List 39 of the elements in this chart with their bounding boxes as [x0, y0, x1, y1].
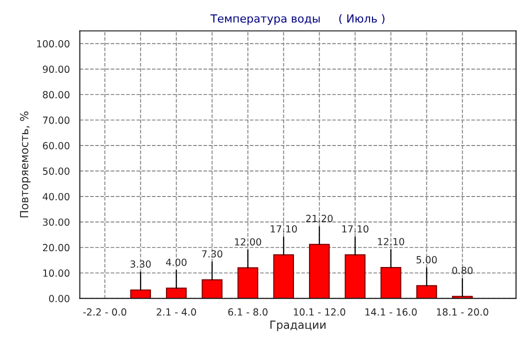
bar — [166, 288, 187, 298]
data-label: 3.30 — [130, 260, 151, 268]
bar — [344, 254, 366, 298]
bar — [416, 285, 438, 298]
y-tick-label: 100.00 — [37, 40, 70, 48]
x-tick-label: 2.1 - 4.0 — [156, 308, 196, 316]
x-axis-title: Градации — [270, 320, 326, 332]
bar — [273, 254, 294, 298]
y-tick-label: 40.00 — [42, 192, 70, 200]
bar — [308, 244, 330, 298]
y-tick-label: 10.00 — [43, 269, 70, 277]
y-tick-label: 70.00 — [43, 116, 70, 124]
x-tick-label: 10.1 - 12.0 — [294, 308, 346, 316]
data-label: 17.10 — [270, 225, 297, 233]
chart-title: Температура воды ( Июль ) — [210, 14, 384, 25]
data-label: 7.30 — [202, 250, 222, 258]
bar — [202, 279, 222, 298]
x-tick-label: -2.2 - 0.0 — [83, 308, 126, 316]
data-label: 0.80 — [452, 266, 473, 274]
x-tick-label: 18.1 - 20.0 — [436, 308, 488, 316]
y-tick-label: 50.00 — [42, 167, 70, 175]
y-tick-label: 0.00 — [49, 294, 70, 302]
data-label: 17.10 — [342, 225, 368, 233]
y-tick-label: 90.00 — [42, 66, 70, 73]
data-label: 12.00 — [235, 238, 262, 246]
data-label: 12.10 — [378, 238, 404, 246]
y-tick-label: 80.00 — [42, 91, 70, 98]
y-tick-label: 30.00 — [42, 218, 70, 226]
data-label: 21.20 — [306, 214, 333, 222]
bar — [380, 267, 402, 298]
data-label: 5.00 — [416, 256, 437, 264]
x-tick-label: 14.1 - 16.0 — [365, 308, 417, 316]
x-tick-label: 6.1 - 8.0 — [228, 308, 268, 316]
bar — [237, 267, 258, 298]
bar — [130, 289, 151, 298]
data-label: 4.00 — [166, 258, 187, 266]
y-tick-label: 20.00 — [42, 244, 70, 252]
y-axis-title: Повторяемость, % — [20, 112, 31, 218]
y-tick-label: 60.00 — [42, 142, 70, 150]
